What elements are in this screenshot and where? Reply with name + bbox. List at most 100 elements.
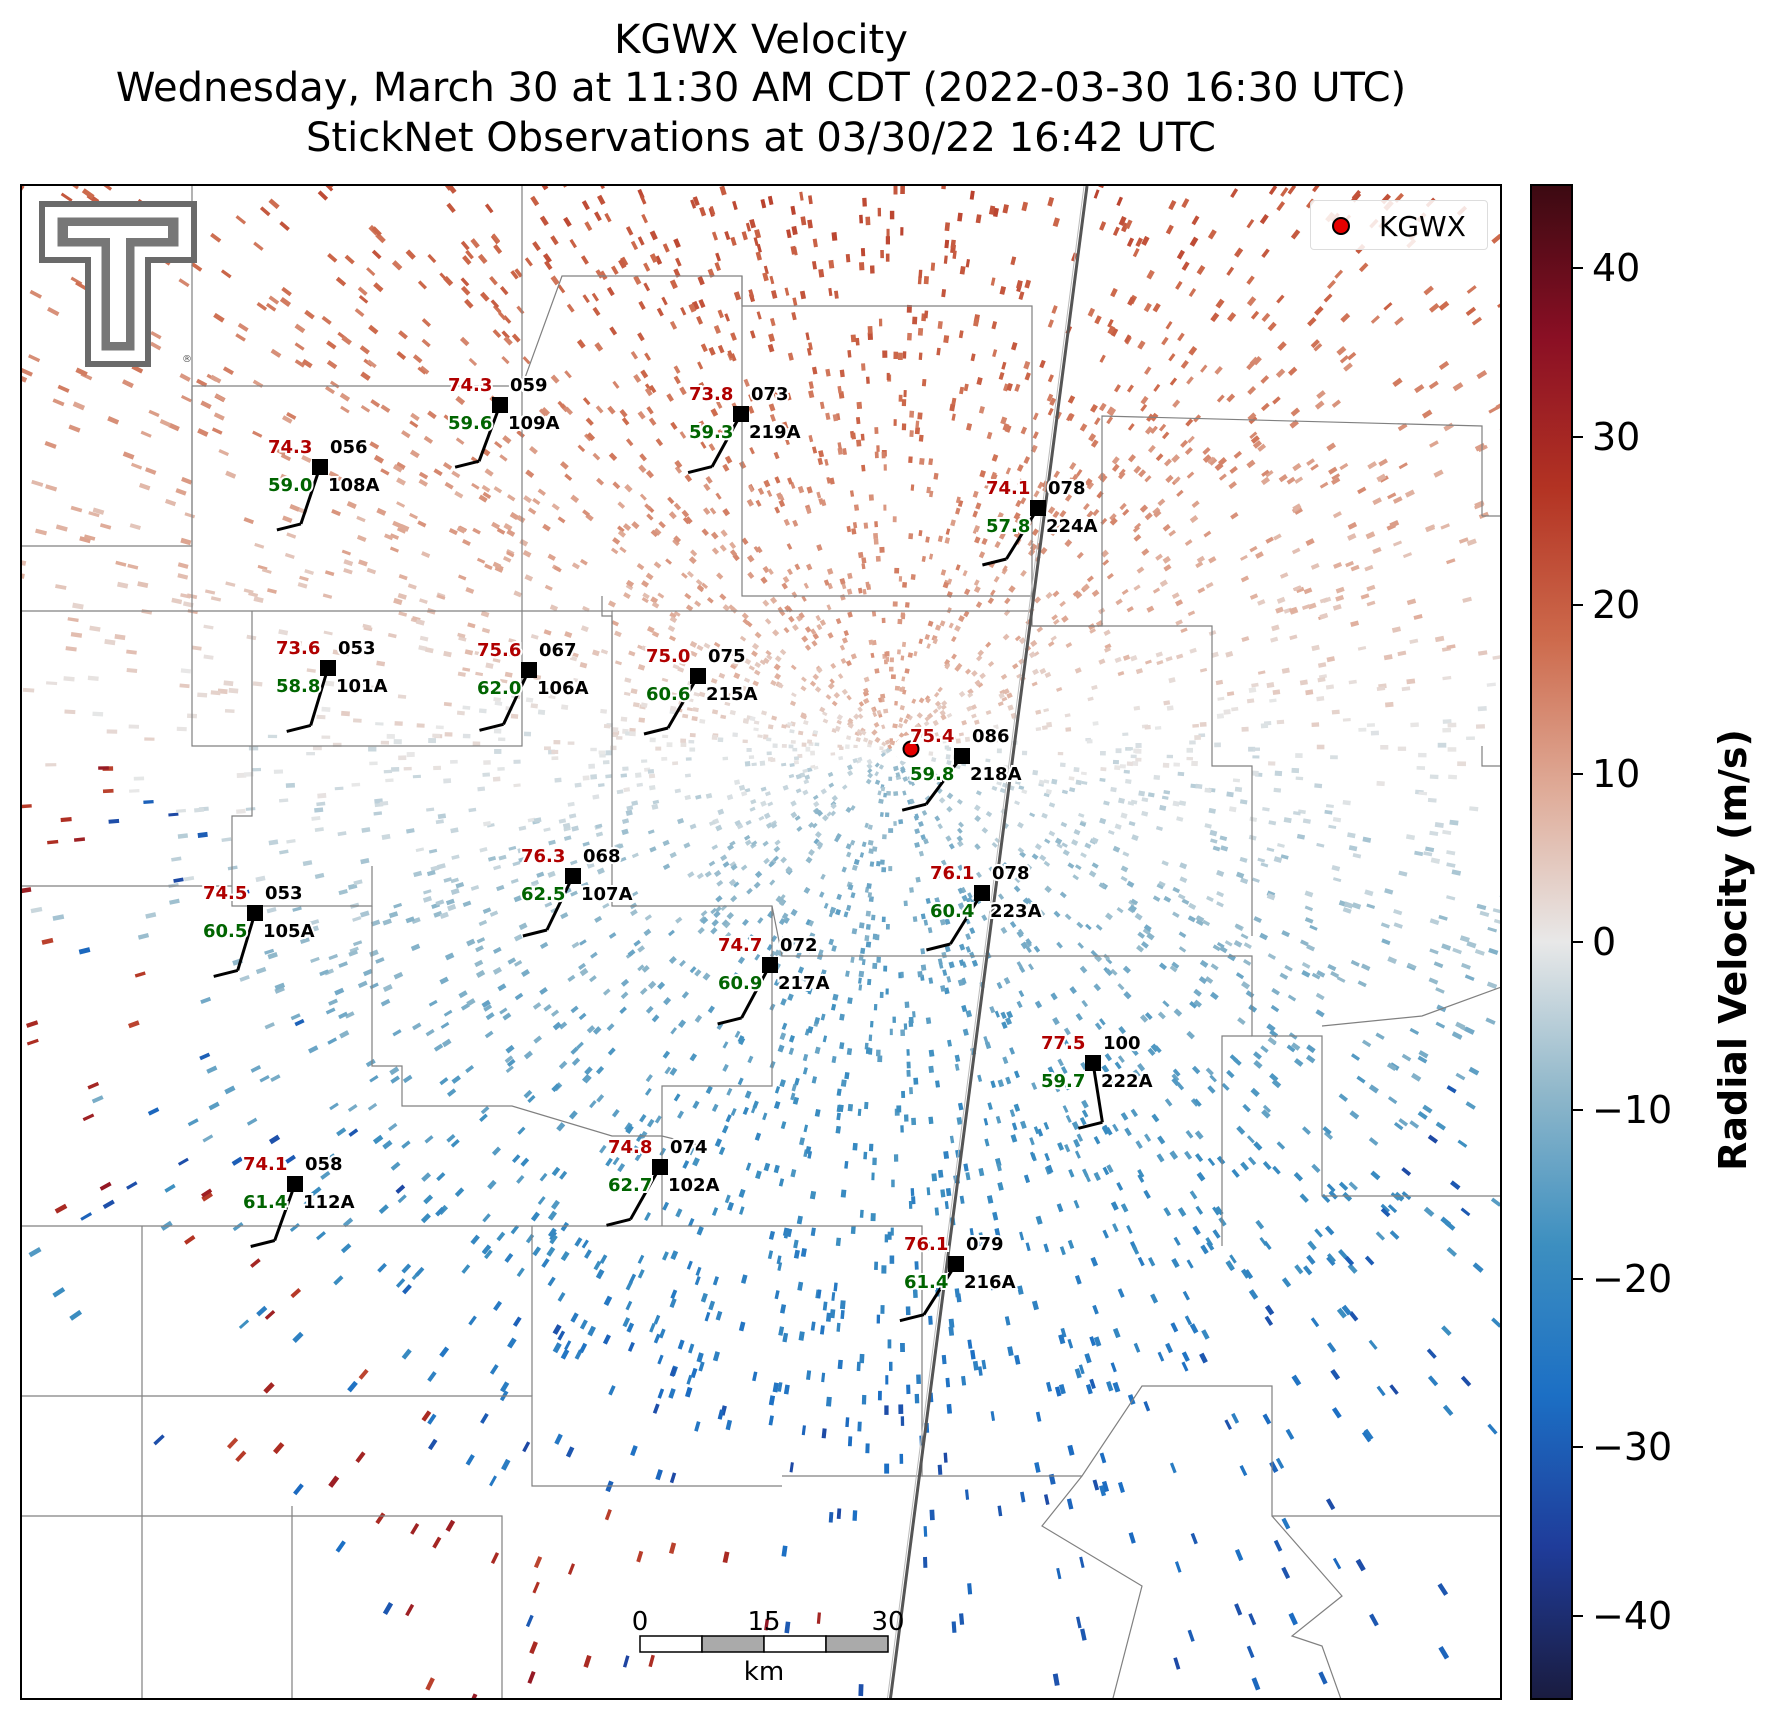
station-109A[interactable]: 74.3 059 59.6 109A [446, 373, 562, 469]
colorbar-tick-label: −10 [1592, 1088, 1673, 1133]
station-105A[interactable]: 74.5 053 60.5 105A [201, 881, 317, 978]
wind-barb-staff [309, 667, 330, 726]
station-marker [974, 885, 990, 901]
station-id: 218A [970, 764, 1022, 785]
station-dewpoint: 62.5 [521, 884, 565, 905]
station-id: 107A [581, 884, 633, 905]
wind-barb-flag [213, 968, 239, 978]
wind-barb-flag [899, 1313, 925, 1323]
station-wind-direction: 073 [751, 384, 789, 405]
station-224A[interactable]: 74.1 078 57.8 224A [982, 476, 1100, 567]
station-102A[interactable]: 74.8 074 62.7 102A [606, 1135, 722, 1227]
station-112A[interactable]: 74.1 058 61.4 112A [241, 1152, 357, 1248]
station-marker [690, 668, 706, 684]
station-id: 215A [706, 684, 758, 705]
colorbar-tick [1573, 941, 1583, 943]
wind-barb-flag [250, 1239, 276, 1248]
county-border [1481, 746, 1500, 767]
county-border [611, 746, 1032, 957]
station-marker [652, 1159, 668, 1175]
station-marker [247, 905, 263, 921]
county-border [741, 276, 1033, 426]
station-217A[interactable]: 74.7 072 60.9 217A [716, 933, 832, 1026]
wind-barb-flag [982, 557, 1007, 567]
wind-barb-flag [286, 723, 312, 733]
station-222A[interactable]: 77.5 100 59.7 222A [1039, 1031, 1155, 1130]
velocity-field [22, 186, 1500, 1698]
county-border [1271, 1515, 1343, 1698]
station-id: 222A [1101, 1071, 1153, 1092]
station-wind-direction: 100 [1103, 1033, 1141, 1054]
scale-bar-unit: km [744, 1657, 784, 1687]
wind-barb-flag [901, 802, 927, 812]
station-temperature: 75.4 [910, 726, 954, 747]
station-dewpoint: 57.8 [986, 516, 1030, 537]
station-106A[interactable]: 75.6 067 62.0 106A [475, 638, 591, 732]
station-marker [320, 660, 336, 676]
station-id: 223A [990, 901, 1042, 922]
station-216A[interactable]: 76.1 079 61.4 216A [899, 1232, 1018, 1323]
station-wind-direction: 074 [670, 1137, 708, 1158]
station-223A[interactable]: 76.1 078 60.4 223A [926, 861, 1044, 952]
station-temperature: 76.1 [930, 863, 974, 884]
county-border [192, 186, 523, 387]
scale-bar-tick-label: 30 [871, 1607, 904, 1637]
wind-barb-flag [454, 459, 480, 469]
wind-barb-flag [1078, 1120, 1103, 1130]
colorbar-tick-label: 10 [1592, 751, 1641, 796]
wind-barb-staff [1091, 1062, 1104, 1123]
station-id: 219A [749, 422, 801, 443]
county-border [1031, 415, 1483, 627]
station-temperature: 74.3 [448, 375, 492, 396]
station-temperature: 76.1 [904, 1234, 948, 1255]
wind-barb-staff [299, 466, 322, 525]
county-border [521, 275, 743, 387]
station-dewpoint: 61.4 [243, 1192, 287, 1213]
station-marker [733, 406, 749, 422]
station-temperature: 76.3 [521, 846, 565, 867]
colorbar-tick [1573, 1109, 1583, 1112]
station-id: 101A [336, 676, 388, 697]
station-215A[interactable]: 75.0 075 60.6 215A [643, 644, 760, 736]
wind-barb-flag [606, 1217, 631, 1227]
station-marker [762, 957, 778, 973]
station-wind-direction: 068 [583, 846, 621, 867]
station-temperature: 74.1 [243, 1154, 287, 1175]
scale-bar-tick-label: 0 [632, 1607, 649, 1637]
chart-subtitle-time: Wednesday, March 30 at 11:30 AM CDT (202… [115, 65, 1407, 111]
station-wind-direction: 078 [992, 863, 1030, 884]
county-border [231, 611, 373, 907]
station-dewpoint: 60.6 [646, 684, 690, 705]
county-border [1321, 986, 1500, 1027]
scale-bar-segment [825, 1635, 889, 1653]
station-dewpoint: 59.3 [689, 422, 733, 443]
station-id: 217A [778, 973, 830, 994]
station-temperature: 74.1 [986, 478, 1030, 499]
colorbar-tick-label: 40 [1592, 246, 1641, 291]
station-219A[interactable]: 73.8 073 59.3 219A [687, 382, 803, 475]
colorbar-tick [1573, 1446, 1583, 1449]
station-dewpoint: 59.6 [448, 413, 492, 434]
station-wind-direction: 067 [539, 640, 577, 661]
wind-barb-flag [276, 522, 302, 532]
radar-map[interactable]: ® 74.3 059 59.6 109A 73.8 073 59.3 219A 74.3 056 5… [20, 184, 1502, 1700]
station-temperature: 75.6 [477, 640, 521, 661]
station-108A[interactable]: 74.3 056 59.0 108A [266, 435, 382, 532]
station-marker [312, 459, 328, 475]
station-101A[interactable]: 73.6 053 58.8 101A [274, 636, 390, 733]
colorbar-tick-label: 0 [1592, 920, 1617, 964]
colorbar-tick [1573, 772, 1583, 775]
county-borders [22, 186, 1500, 1698]
station-temperature: 77.5 [1041, 1033, 1085, 1054]
station-218A[interactable]: 75.4 086 59.8 218A [901, 724, 1024, 812]
station-dewpoint: 60.5 [203, 921, 247, 942]
station-107A[interactable]: 76.3 068 62.5 107A [519, 844, 635, 938]
county-border [22, 1395, 782, 1487]
sticknet-stations: 74.3 059 59.6 109A 73.8 073 59.3 219A 74.3 056 59.… [201, 373, 1155, 1323]
velocity-colorbar [1530, 184, 1573, 1700]
county-border [741, 306, 1032, 597]
wind-barb-staff [924, 755, 964, 806]
station-wind-direction: 079 [966, 1234, 1004, 1255]
kgwx-radar-marker[interactable] [894, 735, 928, 763]
county-border [661, 906, 773, 1226]
